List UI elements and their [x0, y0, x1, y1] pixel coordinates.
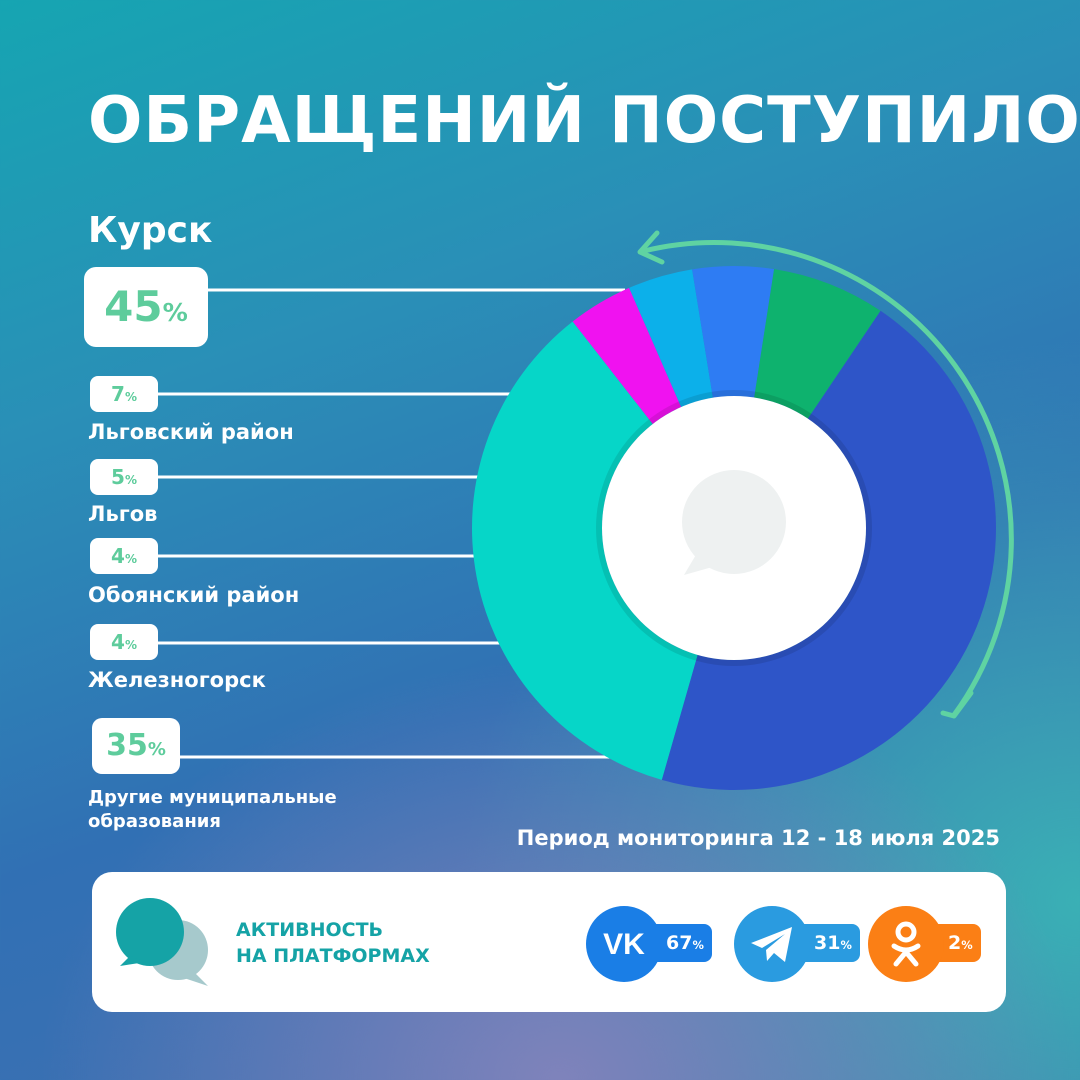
donut-slice-2: [572, 287, 682, 424]
percent-sign: %: [147, 739, 166, 760]
monitoring-period: Период мониторинга 12 - 18 июля 2025: [516, 826, 1000, 850]
donut-slice-4: [692, 266, 775, 398]
zheleznogorsk-percent: 4%: [90, 624, 158, 660]
kursk-value: 45: [104, 282, 163, 331]
percent-sign: %: [124, 552, 137, 566]
connector-lines: [158, 288, 625, 759]
activity-label-line2: НА ПЛАТФОРМАХ: [236, 945, 430, 967]
lgov-district-label: Льговский район: [88, 420, 294, 444]
chat-bubbles-icon: [116, 898, 208, 986]
percent-sign: %: [124, 390, 137, 404]
lgov-label: Льгов: [88, 502, 158, 526]
lgov-district-percent: 7%: [90, 376, 158, 412]
percent-sign: %: [124, 473, 137, 487]
lgov-value: 5: [111, 465, 125, 489]
oboyan-value: 4: [111, 544, 125, 568]
donut-slice-5: [754, 269, 881, 419]
oboyan-percent: 4%: [90, 538, 158, 574]
cycle-arrow-icon: [637, 230, 1014, 719]
page-title: ОБРАЩЕНИЙ ПОСТУПИЛО: [88, 84, 1080, 158]
city-label: Курск: [88, 210, 213, 251]
odnoklassniki-value: 2: [948, 932, 962, 954]
percent-sign: %: [162, 298, 188, 327]
donut-slice-3: [629, 269, 713, 408]
donut-slice-0: [661, 310, 997, 790]
zheleznogorsk-label: Железногорск: [88, 668, 266, 692]
chat-bubble-icon: [682, 470, 786, 575]
activity-label-line1: АКТИВНОСТЬ: [236, 919, 384, 941]
donut-slices: [472, 266, 997, 790]
odnoklassniki-icon: [868, 906, 944, 982]
telegram-icon: [734, 906, 810, 982]
donut-slice-1: [472, 321, 698, 780]
kursk-percent: 45%: [84, 267, 208, 347]
lgov-district-value: 7: [111, 382, 125, 406]
oboyan-label: Обоянский район: [88, 583, 300, 607]
telegram-value: 31: [814, 932, 841, 954]
other-value: 35: [106, 728, 148, 763]
activity-panel: АКТИВНОСТЬ НА ПЛАТФОРМАХ 67% VK 31% 2%: [92, 872, 1006, 1012]
other-label: Другие муниципальные образования: [88, 787, 337, 832]
percent-sign: %: [961, 938, 973, 952]
vk-icon: VK: [586, 906, 662, 982]
lgov-percent: 5%: [90, 459, 158, 495]
percent-sign: %: [124, 638, 137, 652]
percent-sign: %: [840, 938, 852, 952]
vk-value: 67: [666, 932, 693, 954]
activity-label: АКТИВНОСТЬ НА ПЛАТФОРМАХ: [236, 917, 430, 969]
svg-text:VK: VK: [603, 928, 645, 961]
zheleznogorsk-value: 4: [111, 630, 125, 654]
other-percent: 35%: [92, 718, 180, 774]
percent-sign: %: [692, 938, 704, 952]
